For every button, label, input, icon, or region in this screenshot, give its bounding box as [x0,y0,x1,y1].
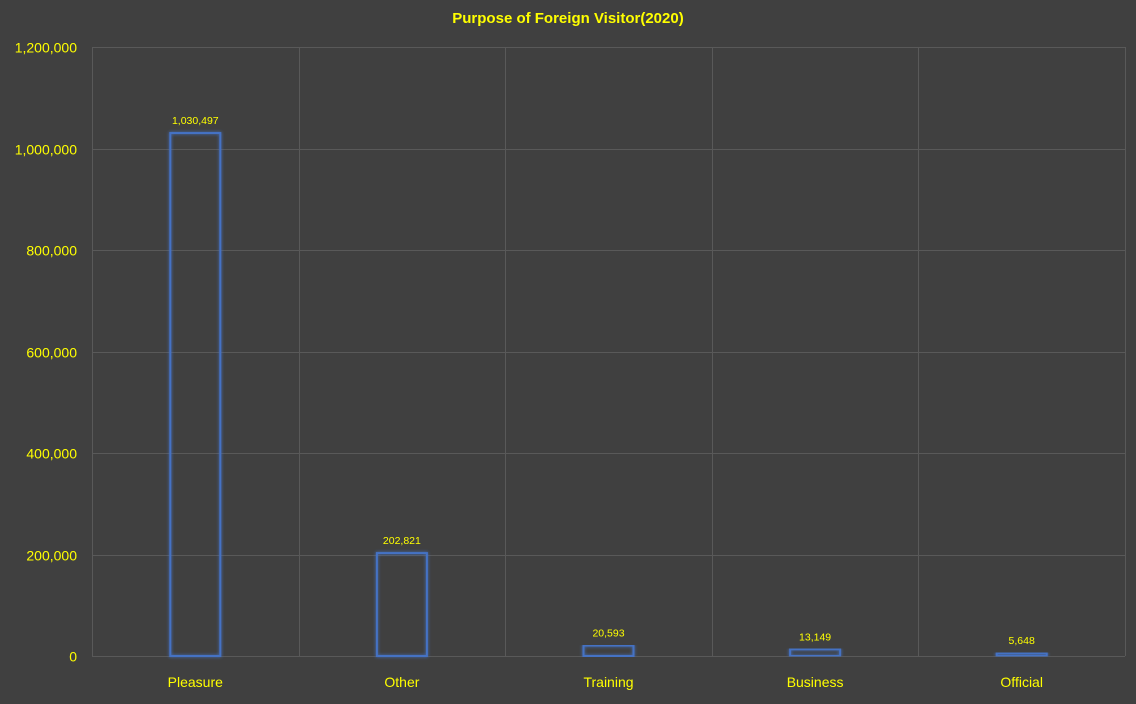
bar-training [582,644,635,658]
y-tick-label: 800,000 [26,243,77,259]
data-label: 1,030,497 [172,115,219,127]
bar-pleasure [169,132,222,657]
data-labels: 1,030,497 202,821 20,593 13,149 5,648 [172,115,1035,647]
chart-title: Purpose of Foreign Visitor(2020) [452,10,683,27]
gridlines [92,47,1126,657]
bars [169,132,1048,658]
bar-official [995,652,1048,658]
x-category-label: Business [787,674,844,690]
data-label: 13,149 [799,631,831,643]
data-label: 5,648 [1009,635,1035,647]
x-axis-category-labels: Pleasure Other Training Business Official [168,674,1043,690]
y-tick-label: 400,000 [26,446,77,462]
y-tick-label: 0 [69,649,77,665]
data-label: 202,821 [383,535,421,547]
bar-other [375,552,428,658]
bar-business [789,648,842,658]
y-tick-label: 1,200,000 [15,40,77,56]
y-axis-tick-labels: 0 200,000 400,000 600,000 800,000 1,000,000 1,… [15,40,78,665]
x-category-label: Other [384,674,419,690]
y-tick-label: 200,000 [26,548,77,564]
x-category-label: Training [583,674,633,690]
x-category-label: Pleasure [168,674,223,690]
y-tick-label: 600,000 [26,345,77,361]
y-tick-label: 1,000,000 [15,142,77,158]
x-category-label: Official [1000,674,1043,690]
data-label: 20,593 [592,628,624,640]
